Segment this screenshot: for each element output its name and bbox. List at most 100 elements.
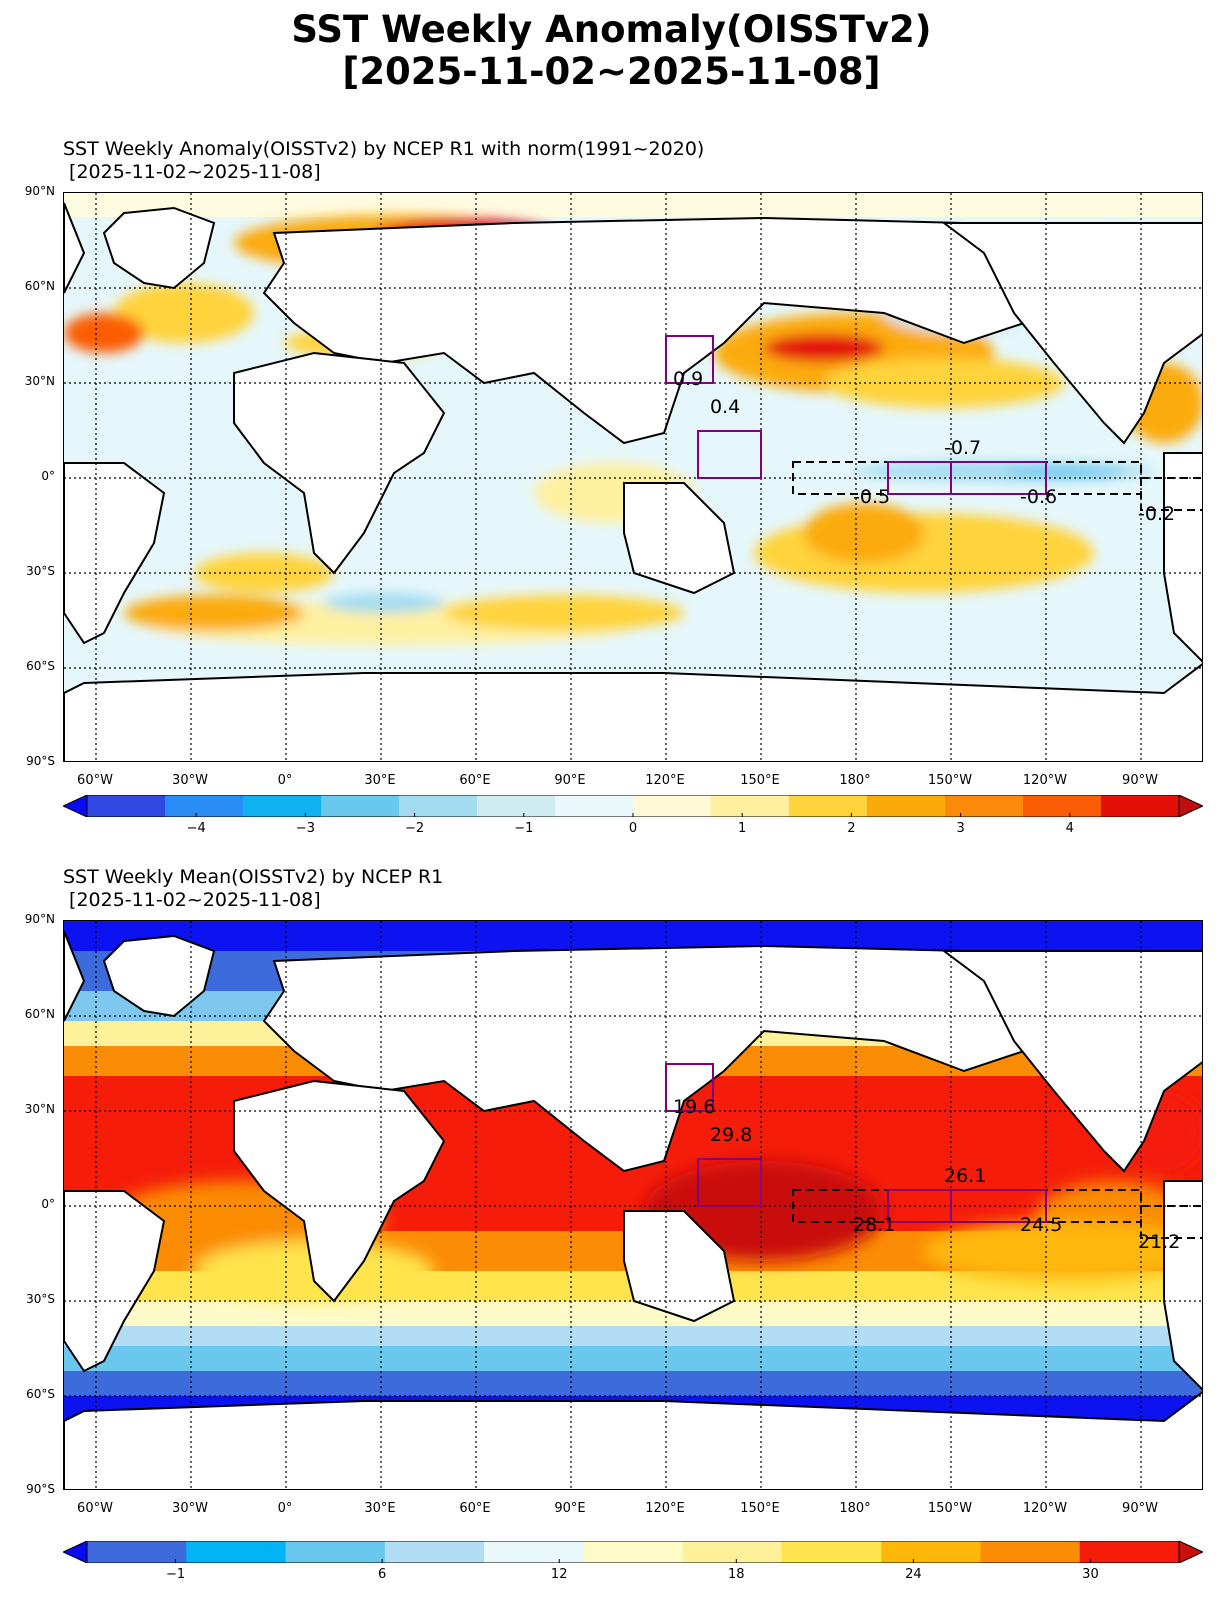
south-america-east — [1163, 1180, 1202, 1391]
lon-label: 30°W — [172, 1501, 208, 1516]
lon-label: 90°E — [554, 773, 586, 788]
colorbar-segment — [711, 795, 790, 817]
colorbar-extension-high — [1178, 1540, 1205, 1564]
colorbar-segment — [87, 1541, 187, 1563]
colorbar-segment — [186, 1541, 287, 1563]
mean-value-nino4: 28.1 — [853, 1214, 896, 1236]
antarctica — [64, 663, 1202, 761]
north-america — [941, 222, 1202, 445]
lon-label: 90°W — [1122, 1501, 1158, 1516]
gridlines — [64, 193, 1202, 761]
greenland — [102, 934, 216, 1018]
colorbar-tick-label: 4 — [1065, 821, 1074, 836]
colorbar-segment — [285, 1541, 386, 1563]
colorbar-extension-low — [61, 794, 88, 818]
lon-label: 60°E — [459, 773, 491, 788]
colorbar-segment — [1023, 795, 1102, 817]
lat-label: 90°S — [26, 1482, 55, 1496]
nino34-box — [887, 1189, 1047, 1223]
colorbar-tick-label: 3 — [956, 821, 965, 836]
colorbar-extension-high — [1178, 794, 1205, 818]
antarctica — [64, 1391, 1202, 1489]
colorbar-segment — [477, 795, 556, 817]
mean-panel-title: SST Weekly Mean(OISSTv2) by NCEP R1 [202… — [63, 866, 444, 911]
lon-label: 60°E — [459, 1501, 491, 1516]
lon-label: 150°W — [927, 1501, 973, 1516]
colorbar-segment — [633, 795, 712, 817]
lon-label: 180° — [839, 1501, 871, 1516]
lat-label: 30°S — [26, 564, 55, 578]
colorbar-tick-label: 2 — [847, 821, 856, 836]
lat-label: 0° — [41, 469, 55, 483]
colorbar-tick-label: 12 — [550, 1567, 568, 1582]
lat-label: 0° — [41, 1197, 55, 1211]
colorbar-tick-label: −3 — [295, 821, 315, 836]
north-america — [941, 950, 1202, 1173]
east-asia-box — [665, 1063, 714, 1112]
lon-label: 120°E — [645, 1501, 685, 1516]
colorbar-segment — [384, 1541, 485, 1563]
colorbar-tick-label: −2 — [405, 821, 425, 836]
colorbar-segment — [1079, 1541, 1180, 1563]
colorbar-segment — [399, 795, 478, 817]
lat-label: 90°S — [26, 754, 55, 768]
lat-label: 90°N — [24, 912, 55, 926]
lon-label: 90°W — [1122, 773, 1158, 788]
lon-label: 180° — [839, 773, 871, 788]
colorbar-segment — [945, 795, 1024, 817]
lat-label: 90°N — [24, 184, 55, 198]
colorbar-tick-label: −1 — [514, 821, 534, 836]
colorbar-tick-label: 6 — [377, 1567, 387, 1582]
anomaly-value-east-asia: 0.9 — [673, 368, 704, 390]
lat-label: 30°N — [24, 374, 55, 388]
anomaly-colorbar — [61, 794, 1205, 818]
mean-value-nino3: 24.5 — [1020, 1214, 1063, 1236]
land-masses — [64, 202, 1202, 761]
colorbar-segment — [484, 1541, 584, 1563]
colorbar-tick-label: −4 — [186, 821, 206, 836]
gridlines — [64, 921, 1202, 1489]
lon-label: 120°W — [1022, 1501, 1068, 1516]
lon-label: 120°W — [1022, 773, 1068, 788]
anomaly-value-nino4: -0.5 — [853, 486, 891, 508]
land-masses — [64, 930, 1202, 1489]
western-pacific-box — [697, 430, 762, 479]
anomaly-map: 0.9 0.4 -0.5 -0.7 -0.6 -0.2 — [63, 192, 1203, 762]
mean-value-nino34: 26.1 — [944, 1165, 987, 1187]
region-boxes — [665, 1063, 1202, 1239]
lon-label: 150°E — [740, 1501, 780, 1516]
colorbar-segment — [867, 795, 946, 817]
colorbar-tick-label: 1 — [738, 821, 747, 836]
colorbar-segment — [87, 795, 166, 817]
colorbar-segment — [165, 795, 244, 817]
lon-label: 30°W — [172, 773, 208, 788]
colorbar-segment — [1101, 795, 1180, 817]
anomaly-value-western-pacific: 0.4 — [710, 396, 741, 418]
nino12-box — [1140, 477, 1202, 511]
mean-colorbar — [61, 1540, 1205, 1564]
lon-label: 150°E — [740, 773, 780, 788]
lon-label: 60°W — [77, 773, 113, 788]
nino12-box — [1140, 1205, 1202, 1239]
colorbar-tick-label: 24 — [905, 1567, 922, 1582]
east-asia-box — [665, 335, 714, 384]
colorbar-segment — [881, 1541, 981, 1563]
lon-label: 90°E — [554, 1501, 586, 1516]
mean-value-nino12: 21.2 — [1138, 1231, 1181, 1253]
south-america — [64, 462, 166, 645]
anomaly-value-nino3: -0.6 — [1020, 486, 1058, 508]
lon-label: 30°E — [364, 1501, 396, 1516]
colorbar-tick-label: 30 — [1082, 1567, 1099, 1582]
mean-colorbar-svg — [61, 1540, 1205, 1564]
western-pacific-box — [697, 1158, 762, 1207]
sst-anomalies — [104, 1091, 1202, 1301]
colorbar-tick-label: 18 — [728, 1567, 745, 1582]
lat-label: 60°S — [26, 659, 55, 673]
lat-label: 60°N — [24, 279, 55, 293]
colorbar-extension-low — [61, 1540, 88, 1564]
colorbar-tick-label: 0 — [628, 821, 638, 836]
lat-label: 30°S — [26, 1292, 55, 1306]
colorbar-segment — [980, 1541, 1081, 1563]
lat-label: 60°N — [24, 1007, 55, 1021]
lon-label: 30°E — [364, 773, 396, 788]
